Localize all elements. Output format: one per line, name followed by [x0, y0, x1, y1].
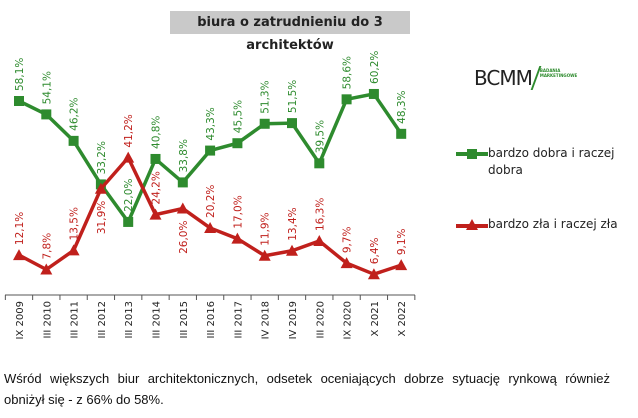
logo-slash [530, 66, 542, 90]
data-label: 26,0% [178, 221, 190, 254]
data-point [286, 244, 298, 256]
x-tick-label: III 2010 [42, 301, 53, 338]
data-point [341, 94, 352, 105]
data-label: 33,8% [178, 139, 190, 172]
data-point [205, 145, 216, 156]
data-label: 45,5% [232, 100, 244, 133]
data-point [68, 135, 79, 146]
data-label: 20,2% [205, 185, 217, 218]
data-point [314, 158, 325, 169]
data-label: 11,9% [260, 212, 272, 245]
data-label: 43,3% [205, 107, 217, 140]
data-label: 54,1% [41, 71, 53, 104]
data-point [14, 96, 24, 106]
data-point [67, 244, 80, 256]
data-point [287, 118, 297, 129]
data-point [122, 151, 135, 163]
data-point [395, 259, 408, 271]
legend-item-bad: bardzo zła i raczej zła [456, 216, 638, 233]
data-label: 48,3% [396, 90, 408, 123]
data-point [204, 221, 217, 233]
x-tick-label: III 2011 [70, 301, 81, 338]
bcmm-logo: BCMM BADANIA MARKETINGOWE [474, 66, 577, 90]
x-tick-label: IV 2018 [261, 301, 272, 339]
data-point [367, 268, 380, 280]
data-point [94, 182, 107, 194]
data-label: 51,5% [287, 80, 299, 113]
data-point [40, 263, 53, 275]
x-tick-label: X 2022 [397, 301, 408, 336]
data-point [258, 249, 271, 261]
x-tick-label: III 2012 [97, 301, 108, 338]
data-label: 24,2% [151, 171, 163, 204]
data-label: 60,2% [369, 51, 381, 84]
x-tick-label: III 2014 [152, 301, 163, 338]
x-tick-label: IX 2009 [15, 301, 26, 339]
data-point [232, 138, 243, 149]
data-label: 12,1% [14, 212, 26, 245]
data-label: 13,4% [287, 207, 299, 240]
logo-text: BCMM [474, 66, 533, 90]
data-label: 46,2% [69, 97, 81, 130]
data-label: 17,0% [232, 195, 244, 228]
data-point [368, 88, 379, 99]
x-tick-label: III 2013 [124, 301, 135, 338]
data-label: 16,3% [314, 198, 326, 231]
data-point [123, 216, 134, 227]
legend-label: bardzo dobra i raczej dobra [488, 146, 615, 177]
data-label: 58,1% [14, 58, 26, 91]
data-point [41, 109, 52, 120]
data-point [313, 235, 326, 247]
x-tick-label: X 2021 [370, 301, 381, 336]
data-point [150, 153, 161, 164]
data-label: 39,5% [314, 120, 326, 153]
x-tick-label: III 2015 [179, 301, 190, 338]
x-tick-label: III 2017 [233, 301, 244, 338]
data-label: 51,3% [260, 80, 272, 113]
data-point [176, 202, 189, 214]
x-tick-label: III 2020 [315, 301, 326, 338]
data-label: 9,7% [342, 226, 354, 253]
legend-label: bardzo zła i raczej zła [488, 217, 618, 231]
data-label: 41,2% [123, 114, 135, 147]
data-label: 9,1% [396, 228, 408, 255]
data-label: 22,0% [123, 179, 135, 212]
data-point [149, 208, 162, 220]
data-point [340, 257, 353, 269]
x-tick-label: IX 2020 [343, 301, 354, 339]
data-point [231, 232, 244, 244]
data-label: 58,6% [342, 56, 354, 89]
x-tick-label: IV 2019 [288, 301, 299, 339]
data-point [177, 177, 188, 188]
data-point [396, 128, 407, 139]
caption-text: Wśród większych biur architektonicznych,… [4, 371, 610, 407]
data-point [259, 118, 270, 129]
logo-subtext: BADANIA MARKETINGOWE [539, 68, 578, 78]
data-label: 40,8% [151, 116, 163, 149]
data-label: 31,9% [96, 201, 108, 234]
chart-title: biura o zatrudnieniu do 3 architektów [170, 11, 410, 53]
x-tick-label: III 2016 [206, 301, 217, 338]
data-label: 6,4% [369, 237, 381, 264]
legend-item-good: bardzo dobra i raczej dobra [456, 145, 638, 179]
data-label: 7,8% [41, 233, 53, 260]
data-point [13, 249, 25, 261]
data-label: 13,5% [69, 207, 81, 240]
data-label: 33,2% [96, 141, 108, 174]
